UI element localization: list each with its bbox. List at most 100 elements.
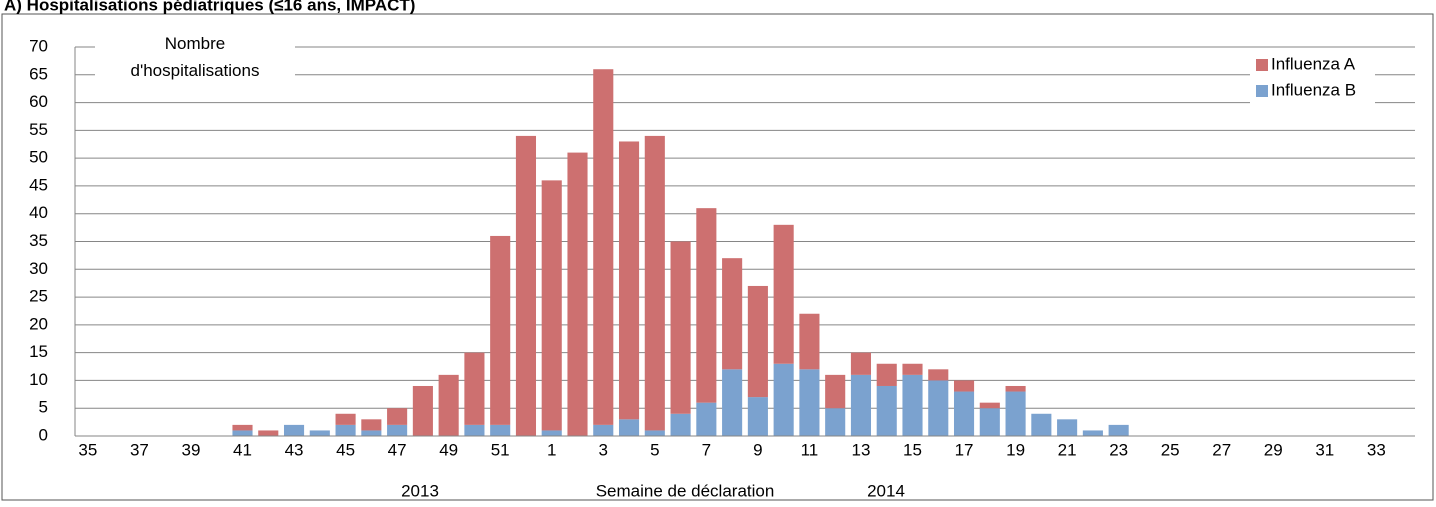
bar-segment xyxy=(722,258,743,370)
bar-segment xyxy=(773,363,794,436)
bar-segment xyxy=(850,374,872,436)
bar-segment xyxy=(541,180,562,431)
bar-segment xyxy=(1082,430,1103,436)
x-tick-label: 47 xyxy=(388,440,407,459)
bar-segment xyxy=(773,224,794,364)
bar-segment xyxy=(438,374,459,436)
x-tick-label: 51 xyxy=(491,440,510,459)
bar-segment xyxy=(283,424,305,436)
bar-segment xyxy=(928,369,949,381)
x-axis-label: Semaine de déclaration xyxy=(596,481,775,500)
y-axis-label: Nombre d'hospitalisations xyxy=(131,34,260,80)
x-tick-label: 25 xyxy=(1161,440,1180,459)
bar-segment xyxy=(722,369,743,436)
legend-label: Influenza A xyxy=(1271,54,1356,73)
bar-segment xyxy=(593,424,614,436)
bar-segment xyxy=(876,385,897,436)
bar-segment xyxy=(1031,413,1052,436)
bar-segment xyxy=(412,385,433,436)
bar-segment xyxy=(850,352,872,375)
frame xyxy=(1,13,1434,501)
bar-segment xyxy=(618,419,640,436)
x-tick-label: 1 xyxy=(547,440,556,459)
y-tick-label: 60 xyxy=(29,92,48,111)
bar-segment xyxy=(1005,385,1026,392)
x-tick-label: 13 xyxy=(852,440,871,459)
bar-segment xyxy=(464,424,485,436)
bar-segment xyxy=(335,413,356,425)
y-tick-label: 55 xyxy=(29,120,48,139)
bar-segment xyxy=(799,313,820,370)
x-tick-label: 39 xyxy=(182,440,201,459)
y-tick-label: 10 xyxy=(29,370,48,389)
bar-segment xyxy=(309,430,330,436)
y-tick-label: 50 xyxy=(29,148,48,167)
x-tick-label: 29 xyxy=(1264,440,1283,459)
year-label: 2014 xyxy=(867,481,905,500)
x-tick-label: 5 xyxy=(650,440,659,459)
bar-segment xyxy=(644,430,665,436)
bar-segment xyxy=(1005,391,1026,436)
y-tick-label: 70 xyxy=(29,36,48,55)
bar-segment xyxy=(387,408,408,425)
bar-segment xyxy=(1057,419,1078,436)
bar-segment xyxy=(567,152,588,437)
y-tick-label: 25 xyxy=(29,287,48,306)
y-tick-label: 0 xyxy=(39,425,48,444)
bar-segment xyxy=(799,369,820,436)
bar-segment xyxy=(825,408,846,436)
bar-segment xyxy=(232,430,253,436)
y-axis-label-line: Nombre xyxy=(165,34,225,53)
x-tick-label: 7 xyxy=(702,440,711,459)
bar-segment xyxy=(490,424,511,436)
bar-segment xyxy=(979,402,1000,409)
bar-segment xyxy=(747,397,768,436)
legend-swatch xyxy=(1256,59,1268,71)
x-tick-label: 9 xyxy=(753,440,762,459)
bar-segment xyxy=(825,374,846,409)
y-tick-label: 20 xyxy=(29,314,48,333)
x-tick-label: 31 xyxy=(1315,440,1334,459)
x-tick-label: 17 xyxy=(955,440,974,459)
bar-segment xyxy=(696,208,717,403)
bar-segment xyxy=(953,391,975,436)
y-axis-label-line: d'hospitalisations xyxy=(131,61,260,80)
y-label-bg xyxy=(95,30,295,88)
bar-segment xyxy=(618,141,640,420)
bar-segment xyxy=(335,424,356,436)
bar-segment xyxy=(902,363,923,375)
bar-segment xyxy=(464,352,485,425)
bar-segment xyxy=(387,424,408,436)
bar-segment xyxy=(232,424,253,431)
legend-swatch xyxy=(1256,85,1268,97)
x-tick-label: 35 xyxy=(78,440,97,459)
chart-title: A) Hospitalisations pédiatriques (≤16 an… xyxy=(4,0,415,14)
bar-segment xyxy=(747,285,768,398)
bar-segment xyxy=(593,69,614,425)
x-tick-label: 33 xyxy=(1367,440,1386,459)
bar-segment xyxy=(258,430,279,436)
bar-segment xyxy=(670,413,691,436)
x-tick-label: 23 xyxy=(1109,440,1128,459)
legend-label: Influenza B xyxy=(1271,80,1356,99)
bar-segment xyxy=(490,235,511,425)
legend-bg xyxy=(1250,52,1375,104)
bar-segment xyxy=(361,419,382,431)
y-tick-label: 65 xyxy=(29,64,48,83)
x-tick-label: 21 xyxy=(1058,440,1077,459)
y-tick-label: 40 xyxy=(29,203,48,222)
bar-segment xyxy=(979,408,1000,436)
bar-segment xyxy=(1108,424,1129,436)
plot: 0 5 10 15 20 25 30 35 40 45 50 55 60 65 70 Nombre d'hosp… xyxy=(29,30,1415,500)
y-tick-label: 45 xyxy=(29,175,48,194)
bar-segment xyxy=(361,430,382,436)
bar-segment xyxy=(902,374,923,436)
x-tick-label: 27 xyxy=(1212,440,1231,459)
bar-segment xyxy=(928,380,949,436)
bar-segment xyxy=(953,380,975,392)
y-tick-label: 15 xyxy=(29,342,48,361)
x-tick-label: 43 xyxy=(285,440,304,459)
y-tick-label: 30 xyxy=(29,259,48,278)
x-tick-label: 49 xyxy=(439,440,458,459)
